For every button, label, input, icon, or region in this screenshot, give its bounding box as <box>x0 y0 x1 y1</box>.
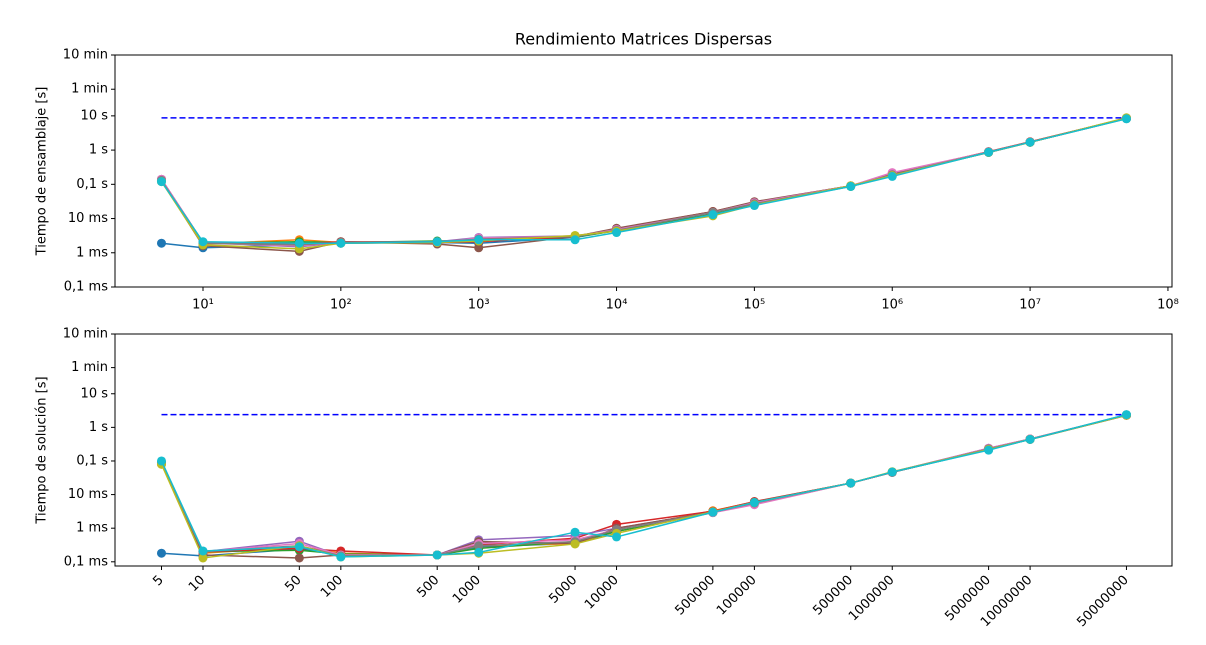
x-tick-label: 1000000 <box>846 573 898 625</box>
data-point <box>336 552 346 562</box>
data-point <box>474 547 484 557</box>
series-line <box>160 414 1127 559</box>
series-line <box>160 414 1127 557</box>
x-tick-label: 10¹ <box>192 298 214 313</box>
data-point <box>749 498 759 508</box>
data-point <box>846 181 856 191</box>
y-tick-label: 1 min <box>71 360 108 375</box>
series-line <box>160 414 1127 556</box>
y-tick-label: 1 ms <box>76 521 108 536</box>
data-point <box>570 539 580 549</box>
data-point <box>846 478 856 488</box>
data-point <box>198 553 208 563</box>
x-tick-label: 500000 <box>672 573 718 619</box>
x-tick-label: 1000 <box>450 573 484 607</box>
series-line <box>160 413 1127 558</box>
x-tick-label: 50000000 <box>1074 573 1131 630</box>
data-point <box>156 548 166 558</box>
data-point <box>612 228 622 238</box>
plot-frame <box>114 54 1173 288</box>
y-tick-label: 1 ms <box>76 245 108 260</box>
series-line <box>160 117 1127 250</box>
data-point <box>198 546 208 556</box>
data-point <box>156 177 166 187</box>
data-point <box>984 445 994 455</box>
data-point <box>708 507 718 517</box>
data-point <box>1025 434 1035 444</box>
y-tick-label: 10 min <box>63 327 108 342</box>
x-tick-label: 10² <box>330 298 352 313</box>
y-tick-label: 1 min <box>71 82 108 97</box>
data-point <box>708 210 718 220</box>
y-tick-label: 0,1 ms <box>64 554 108 569</box>
data-point <box>156 238 166 248</box>
series-line <box>160 117 1127 246</box>
x-tick-label: 10⁶ <box>881 298 903 313</box>
data-point <box>336 238 346 248</box>
data-point <box>570 235 580 245</box>
data-point <box>1025 137 1035 147</box>
y-tick-label: 0,1 s <box>76 453 108 468</box>
data-point <box>294 542 304 552</box>
y-axis-label: Tiempo de ensamblaje [s] <box>35 87 50 257</box>
data-point <box>432 237 442 247</box>
x-tick-label: 100 <box>318 573 346 601</box>
data-point <box>1121 114 1131 124</box>
x-tick-label: 10 <box>186 573 208 595</box>
y-tick-label: 10 ms <box>68 211 108 226</box>
y-tick-label: 10 ms <box>68 487 108 502</box>
x-tick-label: 10⁷ <box>1019 298 1041 313</box>
y-axis-label: Tiempo de solución [s] <box>35 376 50 524</box>
x-tick-label: 10⁸ <box>1157 298 1179 313</box>
series-line <box>161 414 1127 557</box>
y-tick-label: 1 s <box>89 143 108 158</box>
x-tick-label: 10⁴ <box>606 298 628 313</box>
series-line <box>160 414 1127 557</box>
data-point <box>294 238 304 248</box>
y-tick-label: 1 s <box>89 420 108 435</box>
data-point <box>570 527 580 537</box>
series-line <box>160 414 1127 556</box>
y-tick-label: 0,1 ms <box>64 280 108 295</box>
plot-frame <box>114 333 1173 567</box>
data-point <box>294 553 304 563</box>
y-tick-label: 10 s <box>81 386 109 401</box>
data-point <box>612 532 622 542</box>
x-tick-label: 5000 <box>546 573 580 607</box>
x-tick-label: 100000 <box>714 573 760 619</box>
x-tick-label: 10⁵ <box>744 298 766 313</box>
series-line <box>160 414 1127 559</box>
x-tick-label: 10³ <box>468 298 490 313</box>
y-tick-label: 10 s <box>81 108 109 123</box>
series-line <box>160 414 1127 556</box>
x-tick-label: 10000 <box>582 573 622 613</box>
data-point <box>749 201 759 211</box>
data-point <box>474 541 484 551</box>
data-point <box>887 171 897 181</box>
x-tick-label: 5 <box>150 573 166 589</box>
data-point <box>474 235 484 245</box>
series-line <box>160 117 1127 253</box>
x-tick-label: 50 <box>282 573 304 595</box>
x-tick-label: 500 <box>414 573 442 601</box>
data-point <box>432 550 442 560</box>
data-point <box>887 467 897 477</box>
data-point <box>1121 410 1131 420</box>
data-point <box>156 456 166 466</box>
series-line <box>160 414 1127 556</box>
y-tick-label: 0,1 s <box>76 177 108 192</box>
data-point <box>984 147 994 157</box>
y-tick-label: 10 min <box>63 48 108 63</box>
data-point <box>198 237 208 247</box>
chart-title: Rendimiento Matrices Dispersas <box>515 30 772 49</box>
data-point <box>474 243 484 253</box>
series-line <box>161 117 1127 249</box>
